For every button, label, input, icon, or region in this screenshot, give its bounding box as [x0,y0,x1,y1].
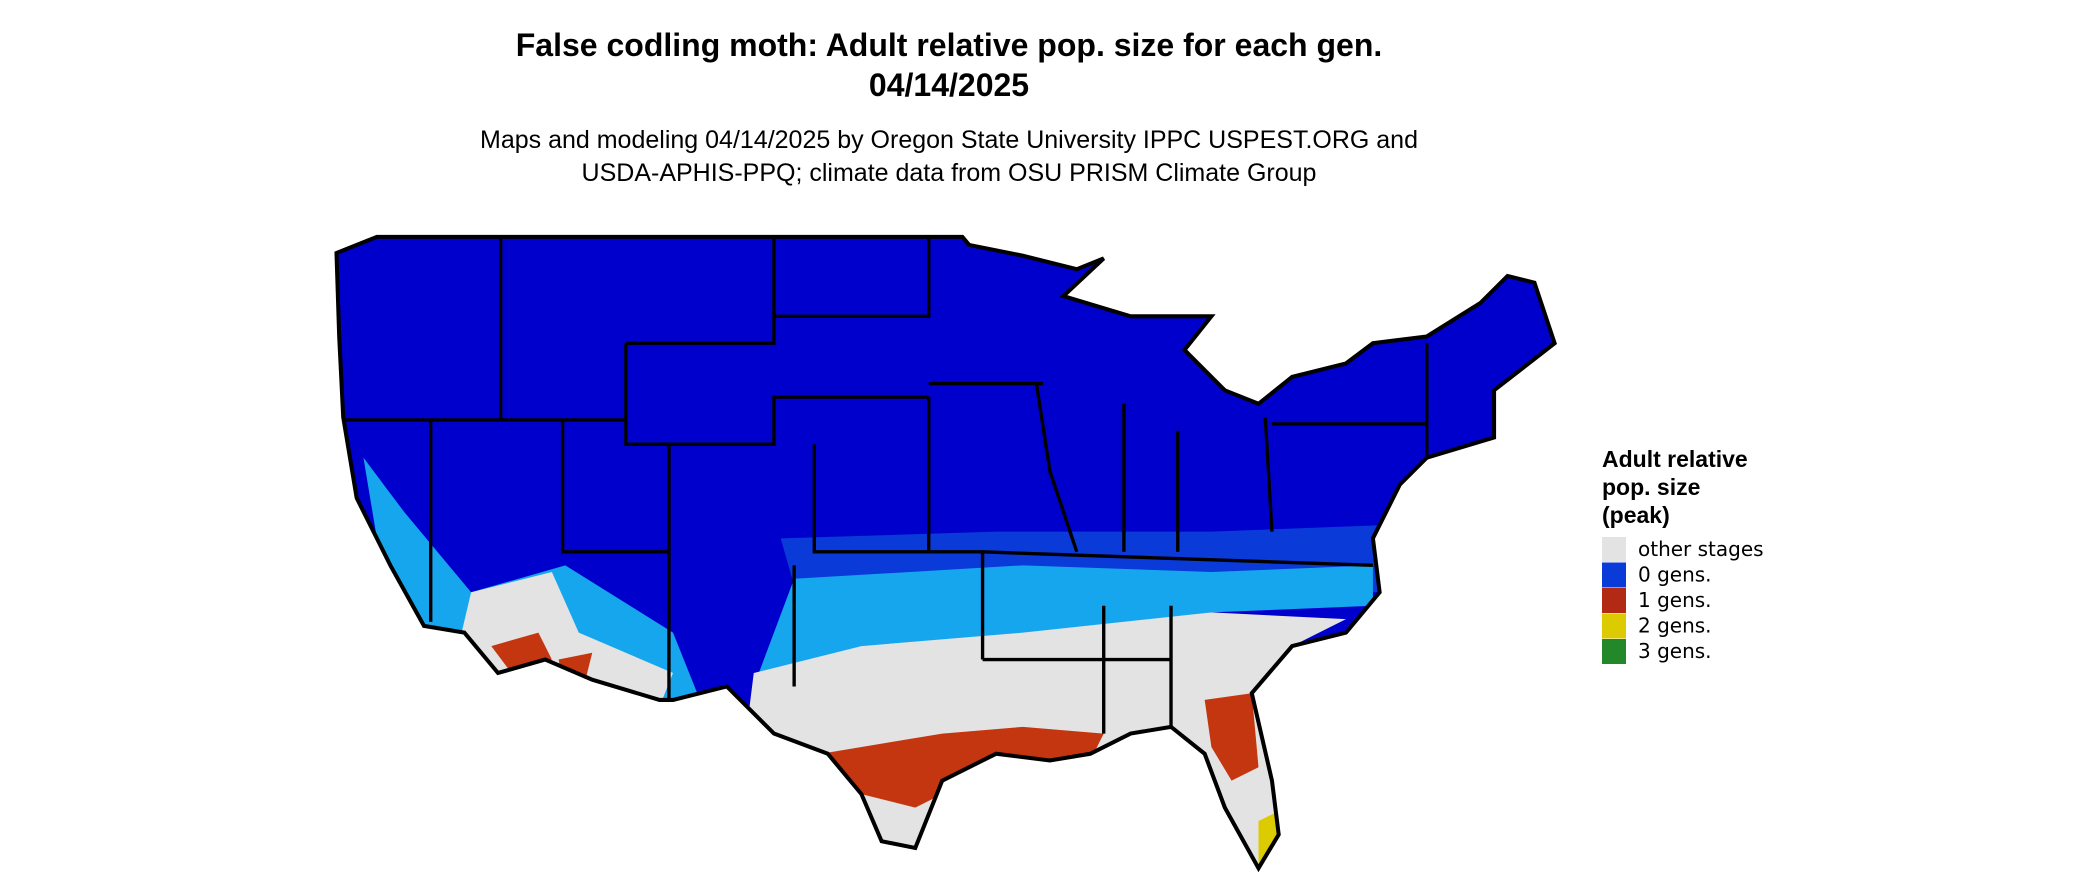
map [323,215,1575,888]
legend-swatch [1602,562,1626,588]
legend-title: Adult relative [1602,446,1748,472]
legend-label: 0 gens. [1638,563,1712,587]
legend-swatch [1602,537,1626,562]
legend-swatch [1602,588,1626,613]
legend-label: 3 gens. [1638,639,1712,663]
legend-label: 1 gens. [1638,588,1712,612]
state-lines [343,236,1429,734]
subtitle: USDA-APHIS-PPQ; climate data from OSU PR… [582,159,1317,187]
legend-label: other stages [1638,537,1764,561]
legend-swatch [1602,613,1626,639]
subtitle: Maps and modeling 04/14/2025 by Oregon S… [480,126,1418,154]
legend-title: pop. size [1602,474,1700,500]
legend-label: 2 gens. [1638,614,1712,638]
date: 04/14/2025 [869,67,1029,103]
legend-title: (peak) [1602,502,1670,528]
region [1204,693,1259,781]
legend-swatch [1602,639,1626,664]
legend: Adult relative pop. size (peak) other st… [1602,446,1764,664]
region [821,726,1104,808]
title: False codling moth: Adult relative pop. … [516,27,1383,63]
